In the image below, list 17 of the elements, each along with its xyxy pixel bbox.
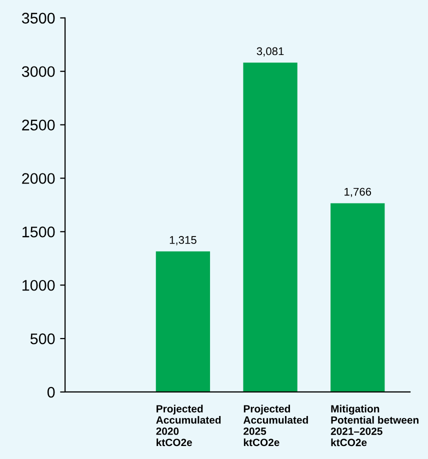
bar bbox=[156, 251, 210, 392]
x-tick-label: Projected Accumulated 2020 ktCO2e bbox=[156, 404, 221, 446]
y-tick-label: 0 bbox=[47, 386, 55, 398]
y-tick-label: 1500 bbox=[22, 226, 55, 238]
bar bbox=[243, 62, 298, 392]
y-tick-label: 1000 bbox=[22, 280, 55, 291]
data-label: 1,315 bbox=[170, 236, 196, 246]
y-tick-label: 3000 bbox=[22, 66, 55, 78]
y-tick-label: 2000 bbox=[22, 173, 55, 184]
y-tick-label: 2500 bbox=[22, 120, 55, 130]
x-tick-label: Mitigation Potential between 2021–2025 ktCO2e bbox=[330, 404, 418, 446]
data-label: 3,081 bbox=[256, 47, 284, 56]
y-tick-label: 3500 bbox=[22, 12, 55, 24]
x-tick-label: Projected Accumulated 2025 ktCO2e bbox=[243, 404, 308, 446]
data-label: 1,766 bbox=[344, 188, 372, 198]
bar bbox=[330, 203, 385, 392]
y-tick-label: 500 bbox=[30, 333, 55, 344]
